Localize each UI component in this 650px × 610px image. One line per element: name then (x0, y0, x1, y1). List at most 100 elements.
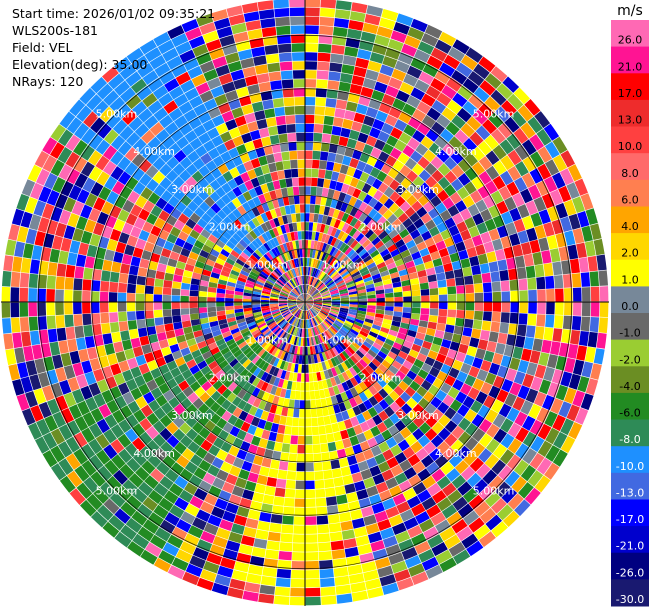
velocity-gate (363, 388, 373, 399)
velocity-gate (82, 290, 91, 302)
velocity-gate (288, 295, 297, 300)
velocity-gate (247, 384, 256, 395)
velocity-gate (275, 387, 282, 397)
velocity-gate (357, 49, 372, 60)
ppi-sectors (1, 0, 609, 606)
velocity-gate (408, 324, 419, 332)
velocity-gate (229, 358, 239, 368)
velocity-gate (353, 199, 363, 209)
velocity-gate (476, 222, 488, 235)
velocity-gate (547, 354, 558, 369)
velocity-gate (302, 346, 305, 356)
velocity-gate (261, 305, 270, 309)
velocity-gate (160, 149, 174, 163)
velocity-gate (374, 240, 384, 250)
velocity-gate (297, 267, 301, 276)
velocity-gate (334, 250, 342, 259)
velocity-gate (273, 152, 283, 163)
velocity-gate (228, 127, 241, 139)
velocity-gate (175, 71, 191, 86)
velocity-gate (271, 309, 280, 313)
velocity-gate (327, 256, 334, 265)
velocity-gate (293, 308, 300, 316)
field-name: Field: VEL (12, 40, 73, 55)
velocity-gate (345, 225, 354, 235)
velocity-gate (394, 302, 403, 307)
velocity-gate (421, 115, 436, 129)
velocity-gate (333, 219, 341, 229)
velocity-gate (198, 302, 207, 308)
velocity-gate (305, 34, 319, 43)
velocity-gate (346, 249, 355, 258)
velocity-gate (189, 381, 201, 392)
velocity-gate (429, 308, 439, 316)
velocity-gate (280, 307, 289, 312)
velocity-gate (452, 359, 463, 371)
velocity-gate (234, 291, 244, 296)
velocity-gate (208, 375, 219, 386)
velocity-gate (55, 193, 68, 210)
velocity-gate (350, 416, 360, 427)
velocity-gate (452, 233, 463, 244)
velocity-gate (414, 79, 430, 93)
velocity-gate (356, 160, 367, 172)
velocity-gate (40, 343, 52, 358)
velocity-gate (372, 178, 383, 190)
velocity-gate (449, 341, 460, 352)
velocity-gate (432, 233, 444, 244)
velocity-gate (317, 52, 331, 62)
velocity-gate (69, 350, 81, 365)
velocity-gate (398, 111, 412, 124)
velocity-gate (254, 283, 264, 289)
velocity-gate (292, 534, 305, 543)
velocity-gate (298, 337, 302, 346)
velocity-gate (322, 332, 329, 341)
velocity-gate (110, 439, 125, 454)
velocity-gate (495, 248, 506, 261)
velocity-gate (329, 348, 336, 358)
velocity-gate (308, 364, 313, 373)
velocity-gate (317, 533, 331, 543)
velocity-gate (330, 395, 338, 405)
velocity-gate (55, 302, 64, 316)
velocity-gate (303, 310, 305, 320)
velocity-gate (252, 291, 262, 295)
velocity-gate (305, 299, 313, 302)
velocity-gate (344, 235, 352, 244)
velocity-gate (157, 332, 167, 342)
velocity-gate (328, 207, 335, 217)
velocity-gate (216, 449, 228, 461)
velocity-gate (305, 302, 309, 310)
velocity-gate (351, 271, 361, 278)
velocity-gate (100, 312, 110, 324)
velocity-gate (340, 466, 352, 477)
velocity-gate (229, 273, 239, 280)
velocity-gate (154, 527, 171, 542)
velocity-gate (307, 285, 311, 294)
velocity-gate (436, 272, 446, 281)
velocity-gate (1, 302, 11, 318)
velocity-gate (370, 269, 380, 277)
velocity-gate (340, 362, 349, 372)
velocity-gate (198, 285, 208, 292)
velocity-gate (394, 60, 410, 74)
velocity-gate (266, 240, 274, 250)
velocity-gate (265, 332, 274, 340)
velocity-gate (578, 257, 589, 273)
velocity-gate (65, 436, 80, 453)
velocity-gate (340, 295, 349, 299)
velocity-gate (55, 289, 64, 302)
velocity-gate (58, 164, 73, 181)
velocity-gate (443, 262, 453, 272)
velocity-gate (385, 302, 394, 307)
velocity-gate (265, 383, 273, 394)
velocity-gate (160, 441, 174, 455)
velocity-gate (457, 445, 471, 460)
velocity-gate (432, 336, 443, 346)
velocity-gate (513, 459, 529, 476)
velocity-gate (14, 347, 26, 364)
velocity-gate (386, 334, 397, 342)
velocity-gate (357, 191, 368, 202)
velocity-gate (251, 547, 266, 558)
velocity-gate (205, 355, 215, 365)
